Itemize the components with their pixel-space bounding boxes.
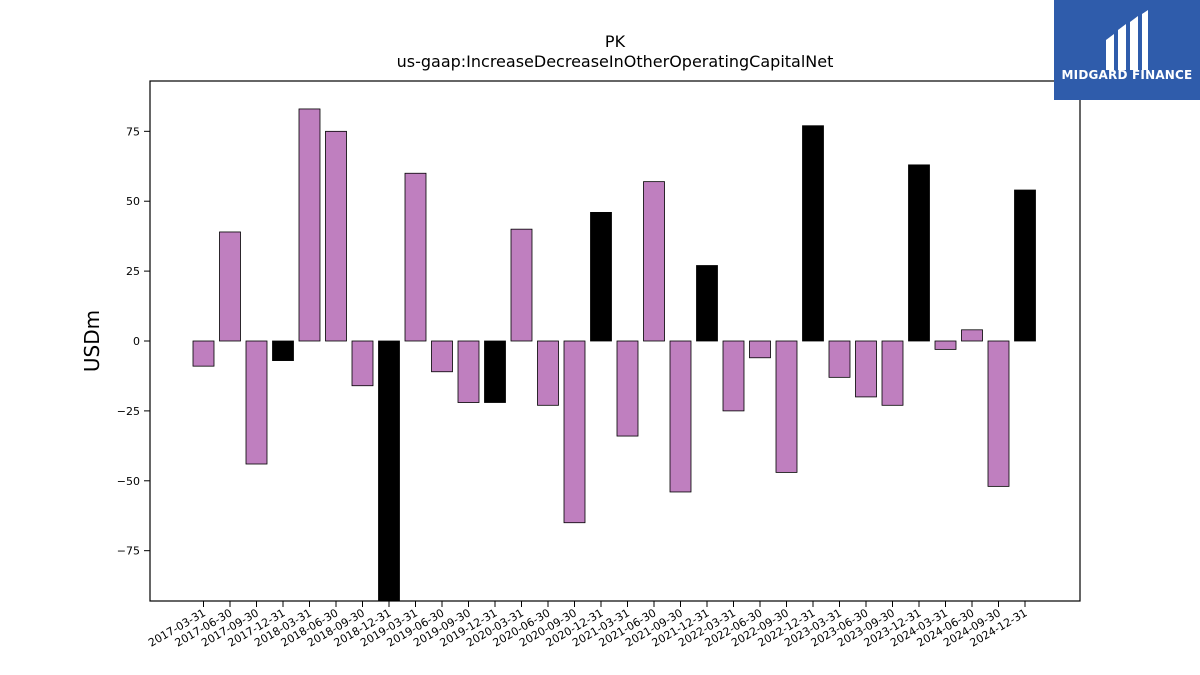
bar-2020-06-30 [537, 340, 559, 406]
midgard-m-logo-icon [1106, 10, 1148, 70]
chart-subtitle: us-gaap:IncreaseDecreaseInOtherOperating… [396, 52, 834, 71]
bar-2023-03-31 [828, 340, 851, 378]
y-tick-label: −50 [117, 475, 140, 488]
y-tick-label: 75 [126, 125, 140, 138]
bar-2017-06-30 [219, 231, 241, 342]
bar-2022-09-30 [775, 340, 798, 473]
bar-2020-03-31 [510, 228, 533, 342]
bar-2018-12-31 [378, 340, 400, 601]
bar-2024-03-31 [934, 340, 957, 350]
y-axis: −75 −50 −25 0 25 50 75 [117, 125, 150, 558]
bar-2017-03-31 [192, 340, 215, 367]
bar-2020-12-31 [590, 211, 612, 342]
bar-2018-06-30 [325, 130, 347, 342]
bar-2018-09-30 [351, 340, 374, 387]
bar-2024-06-30 [961, 329, 983, 342]
y-axis-label: USDm [80, 310, 104, 372]
y-tick-label: −75 [117, 545, 140, 558]
bar-2021-06-30 [643, 181, 665, 342]
y-tick-label: 0 [133, 335, 140, 348]
bar-2023-09-30 [881, 340, 904, 406]
x-axis: 2017-03-312017-06-302017-09-302017-12-31… [146, 601, 1030, 650]
bar-2021-09-30 [669, 340, 692, 493]
bar-2023-06-30 [855, 340, 877, 398]
bar-2019-03-31 [404, 172, 427, 342]
bar-2021-03-31 [616, 340, 639, 437]
bar-2021-12-31 [696, 265, 718, 342]
bar-2019-12-31 [484, 340, 506, 403]
plot-frame [149, 80, 1081, 602]
bar-2022-03-31 [722, 340, 745, 412]
y-tick-label: 50 [126, 195, 140, 208]
y-tick-label: −25 [117, 405, 140, 418]
bar-2022-12-31 [802, 125, 824, 342]
bar-2024-12-31 [1014, 189, 1036, 342]
chart-title: PK [604, 32, 626, 51]
bar-2019-06-30 [431, 340, 453, 373]
bar-2022-06-30 [749, 340, 771, 359]
bars-group [192, 108, 1036, 601]
brand-name: MIDGARD FINANCE [1061, 68, 1193, 82]
bar-2019-09-30 [457, 340, 480, 403]
bar-2024-09-30 [987, 340, 1010, 487]
bar-2017-12-31 [272, 340, 294, 361]
bar-2018-03-31 [298, 108, 321, 342]
bar-2017-09-30 [245, 340, 268, 465]
bar-2020-09-30 [563, 340, 586, 524]
y-tick-label: 25 [126, 265, 140, 278]
brand-logo: MIDGARD FINANCE [1054, 0, 1200, 100]
bar-2023-12-31 [908, 164, 930, 342]
